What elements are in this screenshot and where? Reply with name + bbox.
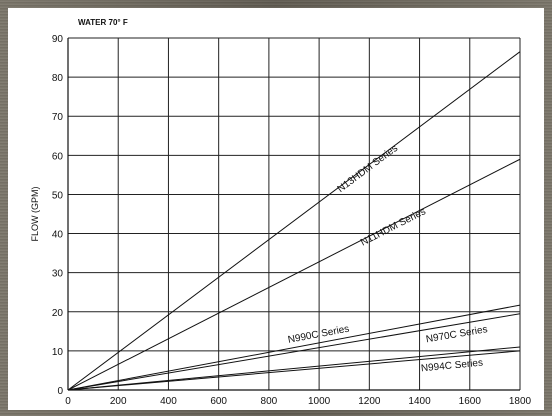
x-tick-label: 1600: [459, 396, 482, 407]
y-tick-labels: 0 10 20 30 40 50 60 70 80 90: [52, 34, 64, 397]
x-tick-labels: 0 200 400 600 800 1000 1200 1400 1600 1800: [65, 396, 531, 407]
y-tick-label: 20: [52, 308, 64, 319]
series-line: [67, 304, 521, 391]
series-line: [67, 346, 521, 391]
series-lines: [67, 51, 521, 391]
x-tick-label: 1200: [358, 396, 381, 407]
series-label: N13HDM Series: [336, 143, 400, 195]
axes: [67, 38, 520, 391]
y-tick-label: 40: [52, 230, 64, 241]
x-tick-label: 200: [110, 396, 127, 407]
series-line: [67, 51, 521, 391]
y-axis-label: FLOW (GPM): [30, 187, 40, 242]
x-tick-label: 0: [65, 396, 71, 407]
y-tick-label: 50: [52, 190, 64, 201]
y-tick-label: 30: [52, 269, 64, 280]
series-line: [67, 350, 521, 391]
series-line: [67, 313, 521, 391]
y-tick-label: 70: [52, 112, 64, 123]
x-tick-label: 800: [261, 396, 278, 407]
x-tick-label: 1800: [509, 396, 532, 407]
chart-annotation: WATER 70° F: [78, 18, 128, 27]
y-tick-label: 80: [52, 73, 64, 84]
y-tick-label: 10: [52, 347, 64, 358]
x-tick-label: 1000: [308, 396, 331, 407]
series-line: [67, 158, 521, 391]
chart-panel: [8, 8, 544, 410]
y-tick-label: 0: [57, 386, 63, 397]
series-label: N994C Series: [420, 358, 483, 375]
x-tick-label: 400: [160, 396, 177, 407]
grid: [68, 37, 521, 390]
series-label: N970C Series: [425, 324, 488, 345]
x-tick-label: 1400: [408, 396, 431, 407]
x-tick-label: 600: [210, 396, 227, 407]
y-tick-label: 60: [52, 151, 64, 162]
y-tick-label: 90: [52, 34, 64, 45]
